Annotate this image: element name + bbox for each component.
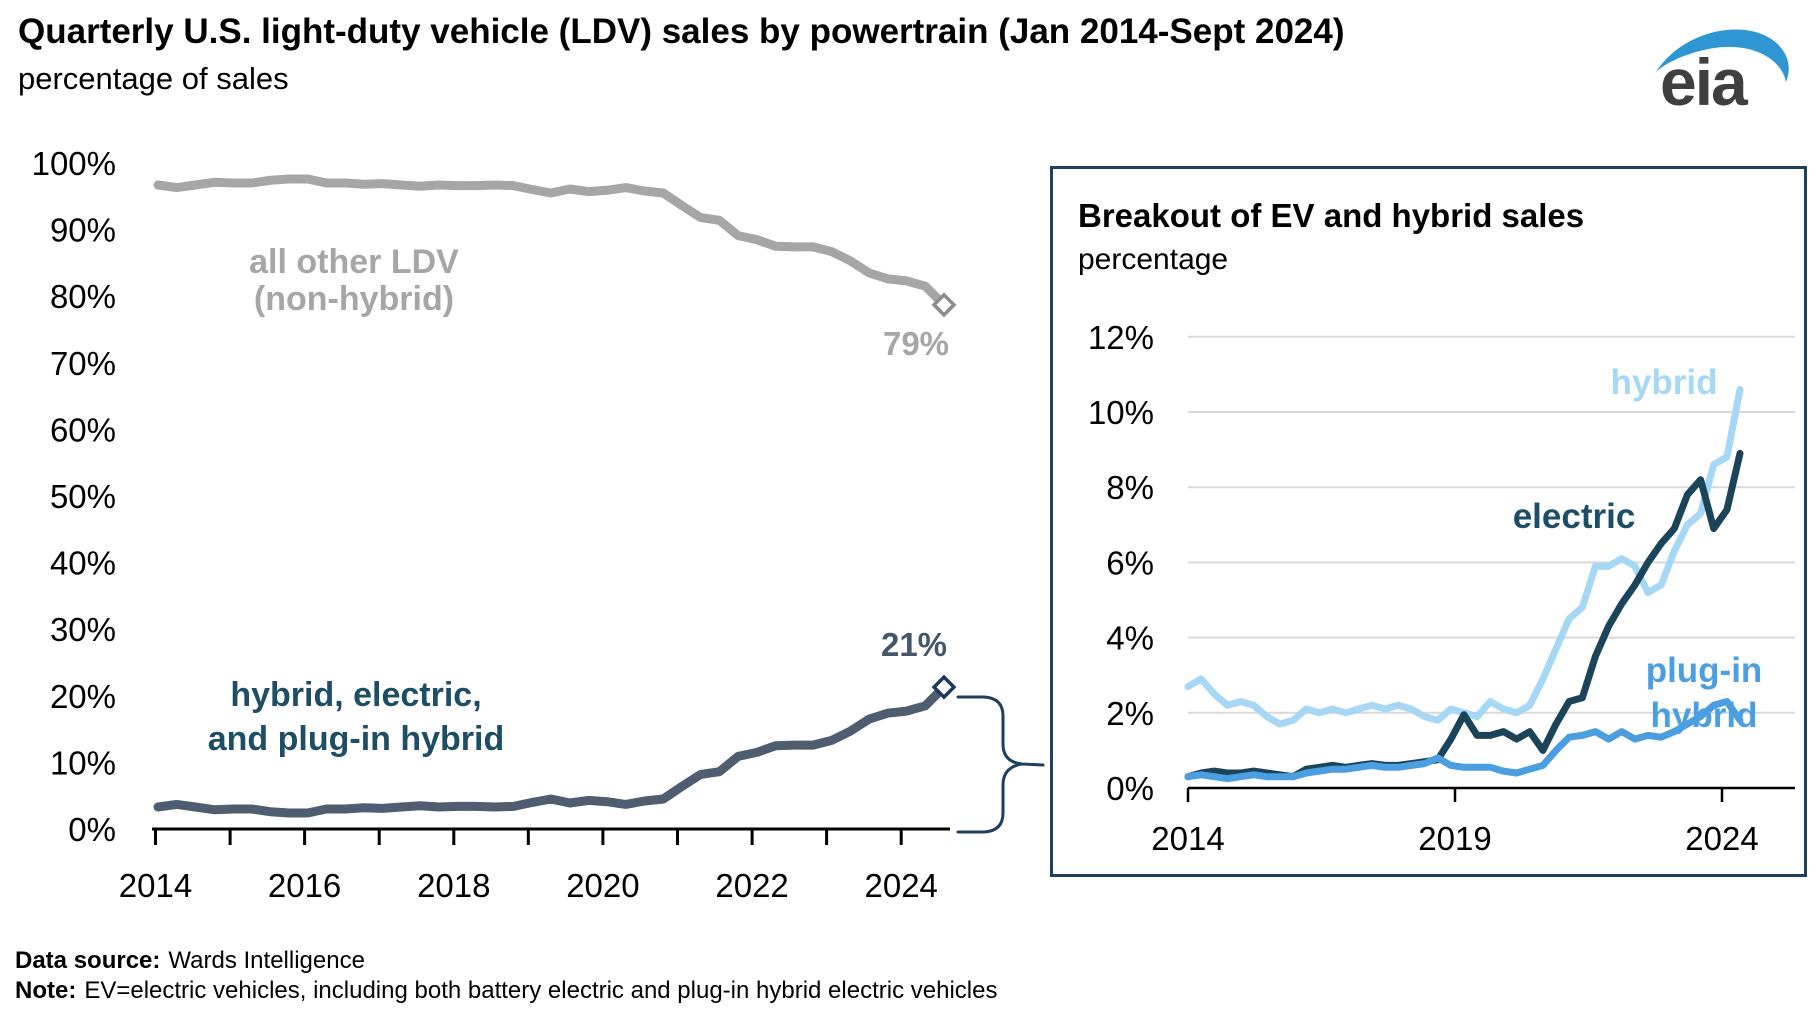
inset-x-tick-label: 2014 (1151, 820, 1224, 857)
note-line: Note: EV=electric vehicles, including bot… (15, 976, 997, 1006)
inset-y-tick-label: 4% (1106, 620, 1154, 657)
eia-logo: eia (1652, 20, 1802, 122)
data-source-label: Data source: (15, 947, 161, 974)
series-label-line: hybrid (1650, 696, 1758, 735)
main-y-tick-label: 10% (50, 744, 116, 781)
inset-x-tick-label: 2019 (1418, 820, 1491, 857)
data-source-value: Wards Intelligence (168, 947, 365, 974)
series-label-line: plug-in (1645, 651, 1763, 690)
main-y-tick-label: 100% (32, 145, 116, 182)
main-x-tick-label: 2022 (715, 867, 788, 904)
inset-title: Breakout of EV and hybrid sales (1078, 197, 1585, 234)
main-y-tick-label: 70% (50, 345, 116, 382)
series-label-line: hybrid, electric, (230, 676, 482, 714)
main-y-tick-label: 80% (50, 278, 116, 315)
inset-y-tick-label: 0% (1106, 770, 1154, 807)
inset-y-tick-label: 6% (1106, 544, 1154, 581)
main-y-tick-label: 40% (50, 545, 116, 582)
callout-brace (956, 695, 1045, 834)
main-y-tick-label: 20% (50, 678, 116, 715)
inset-y-tick-label: 8% (1106, 469, 1154, 506)
logo-swoosh-icon (1656, 29, 1789, 82)
main-x-tick-label: 2016 (268, 867, 341, 904)
series-label-plugin-hybrid: plug-in hybrid (1646, 648, 1763, 738)
series-label-line: and plug-in hybrid (207, 720, 505, 758)
main-chart: 0% 10% 20% 30% 40% 50% 60% 70% 80% 90% 100% 2014 201… (32, 145, 1045, 904)
main-series-line (153, 174, 949, 310)
main-y-tick-label: 60% (50, 411, 116, 448)
page-subtitle: percentage of sales (18, 61, 289, 96)
inset-series-line (1184, 698, 1744, 783)
series-label-electric: electric (1512, 497, 1636, 536)
main-x-tick-label: 2014 (119, 867, 192, 904)
main-y-tick-label: 30% (50, 611, 116, 648)
main-series-line (153, 682, 949, 818)
inset-chart-box (1050, 166, 1807, 877)
footer: Data source: Wards Intelligence Note: EV=e… (15, 946, 997, 1006)
main-x-tick-label: 2018 (417, 867, 490, 904)
inset-chart: 0% 2% 4% 6% 8% 10% 12% 2014 2019 2024 (1088, 319, 1795, 857)
series-label-all-other-ldv: all other LDV (non-hybrid) (249, 244, 459, 318)
data-source-line: Data source: Wards Intelligence (15, 946, 997, 976)
end-value-label-21: 21% (880, 626, 948, 663)
main-y-tick-label: 90% (50, 212, 116, 249)
note-value: EV=electric vehicles, including both bat… (84, 977, 998, 1004)
inset-y-tick-label: 2% (1106, 695, 1154, 732)
inset-y-tick-label: 12% (1088, 319, 1154, 356)
main-x-tick-label: 2024 (864, 867, 937, 904)
series-label-hybrid: hybrid (1610, 363, 1718, 402)
end-marker-diamond (931, 674, 957, 700)
end-value-label-79: 79% (882, 325, 950, 362)
main-x-tick-label: 2020 (566, 867, 639, 904)
inset-x-tick-label: 2024 (1685, 820, 1758, 857)
series-label-line: all other LDV (249, 243, 459, 281)
inset-y-tick-label: 10% (1088, 394, 1154, 431)
main-y-tick-label: 0% (68, 811, 116, 848)
inset-subtitle: percentage (1078, 243, 1229, 276)
main-y-tick-label: 50% (50, 478, 116, 515)
note-label: Note: (15, 977, 77, 1004)
page-title: Quarterly U.S. light-duty vehicle (LDV) … (18, 12, 1345, 51)
end-marker-diamond (931, 292, 957, 318)
series-label-line: (non-hybrid) (253, 280, 455, 318)
series-label-hybrid-electric-plugin: hybrid, electric, and plug-in hybrid (208, 673, 505, 761)
logo-text: eia (1660, 45, 1748, 119)
